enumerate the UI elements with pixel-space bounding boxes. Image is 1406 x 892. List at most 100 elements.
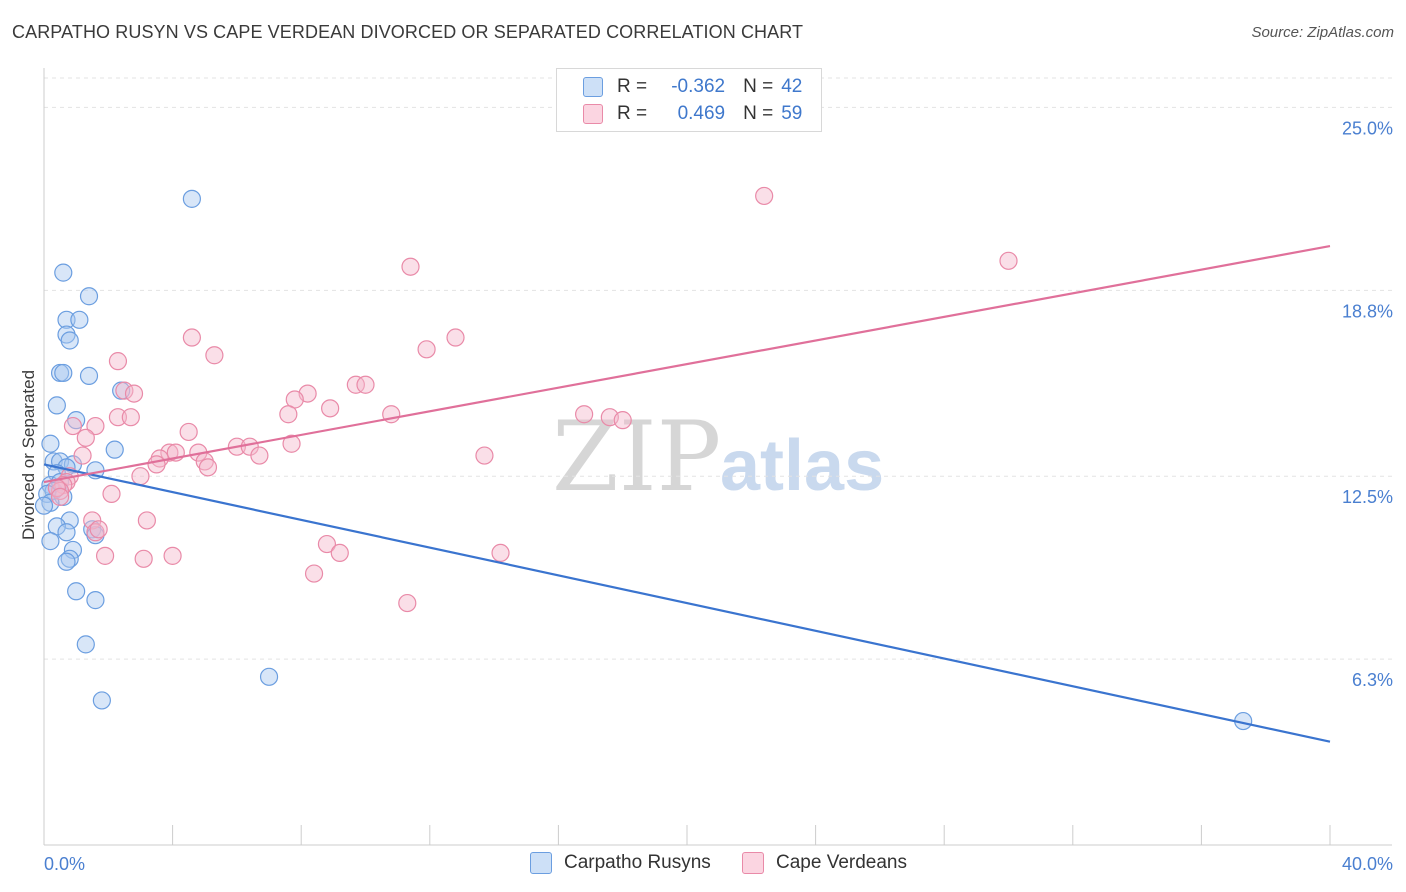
carpatho-rusyn-point <box>57 552 76 571</box>
legend-swatch-pink <box>583 104 603 124</box>
cape-verdean-point <box>282 434 301 453</box>
legend-r-value: 0.469 <box>677 103 726 124</box>
cape-verdean-point <box>475 446 494 465</box>
cape-verdean-point <box>317 534 337 554</box>
cape-verdean-point <box>346 375 365 394</box>
carpatho-rusyn-point <box>47 396 66 415</box>
cape-verdean-point <box>95 546 115 565</box>
cape-verdean-point <box>124 384 144 403</box>
cape-verdean-point <box>250 446 269 465</box>
cape-verdean-point <box>304 564 324 583</box>
legend-n-label: N = <box>743 103 774 124</box>
cape-verdean-point <box>755 186 774 206</box>
cape-verdean-point <box>134 549 153 568</box>
cape-verdean-point <box>102 484 121 504</box>
cape-verdean-point <box>160 443 179 462</box>
cape-verdean-point <box>108 408 128 427</box>
carpatho-rusyn-trend-line <box>43 463 1331 743</box>
carpatho-rusyn-point <box>79 366 99 385</box>
carpatho-rusyn-point <box>57 523 76 542</box>
x-tick-label: 0.0% <box>44 854 85 874</box>
carpatho-rusyn-point <box>70 310 89 329</box>
carpatho-rusyn-point <box>79 287 99 306</box>
source-label: Source: ZipAtlas.com <box>1251 24 1394 41</box>
cape-verdean-point <box>86 416 105 436</box>
cape-verdean-point <box>491 543 510 563</box>
chart-title: CARPATHO RUSYN VS CAPE VERDEAN DIVORCED … <box>12 22 804 42</box>
cape-verdean-point <box>321 399 340 418</box>
legend-n-value: 42 <box>781 76 803 97</box>
cape-verdean-point <box>575 405 594 424</box>
cape-verdean-point <box>121 408 140 427</box>
cape-verdean-point <box>182 328 201 347</box>
carpatho-rusyn-point <box>34 496 54 515</box>
legend-item-label: Carpatho Rusyns <box>564 852 711 873</box>
cape-verdean-point <box>63 416 83 436</box>
cape-verdean-point <box>50 487 70 506</box>
cape-verdean-point <box>89 520 108 539</box>
grid-lines <box>44 77 1392 660</box>
cape-verdean-point <box>86 523 105 542</box>
carpatho-rusyn-point <box>259 667 279 686</box>
legend-r-label: R = <box>617 76 648 97</box>
cape-verdean-point <box>147 455 166 474</box>
cape-verdean-point <box>205 346 224 365</box>
legend-swatch-blue <box>583 77 603 97</box>
y-tick-label: 6.3% <box>1352 670 1393 690</box>
y-tick-label: 18.8% <box>1342 301 1393 321</box>
legend-item-cape-verdeans[interactable]: Cape Verdeans <box>742 852 907 874</box>
legend-swatch-pink <box>742 852 764 874</box>
cape-verdean-point <box>398 593 417 613</box>
carpatho-rusyn-point <box>54 363 73 383</box>
cape-verdean-point <box>76 428 95 447</box>
tick-labels: 6.3% 12.5% 18.8% 25.0% 0.0% 40.0% <box>44 118 1393 874</box>
x-tick-label: 40.0% <box>1342 854 1393 874</box>
carpatho-rusyn-point <box>57 310 76 329</box>
cape-verdean-point <box>330 543 349 563</box>
axes <box>43 68 1392 846</box>
cape-verdean-point <box>137 511 156 530</box>
legend-row-carpatho-rusyns: R = -0.362 N = 42 <box>583 74 802 100</box>
cape-verdean-point <box>198 458 218 477</box>
y-tick-label: 12.5% <box>1342 487 1393 507</box>
carpatho-rusyn-point <box>41 532 60 551</box>
legend-r-value: -0.362 <box>671 76 726 97</box>
carpatho-rusyn-point <box>105 440 124 459</box>
y-tick-label: 25.0% <box>1342 118 1393 138</box>
cape-verdean-point <box>131 467 150 486</box>
carpatho-rusyn-point <box>76 635 95 654</box>
carpatho-rusyn-point <box>67 582 86 601</box>
cape-verdean-trend-line <box>43 244 1331 484</box>
carpatho-rusyn-point <box>92 691 111 710</box>
cape-verdean-point <box>73 446 92 465</box>
legend-n-label: N = <box>743 76 774 97</box>
carpatho-rusyn-point <box>54 263 73 282</box>
legend-r-label: R = <box>617 103 648 124</box>
cape-verdean-point <box>108 352 128 371</box>
y-axis-label: Divorced or Separated <box>19 370 38 540</box>
cape-verdean-point <box>401 257 420 276</box>
series-legend: Carpatho Rusyns Cape Verdeans <box>0 852 1406 878</box>
carpatho-rusyn-point <box>86 591 105 610</box>
legend-n-value: 59 <box>781 103 803 124</box>
cape-verdean-point <box>279 405 298 424</box>
legend-row-cape-verdeans: R = 0.469 N = 59 <box>583 101 802 127</box>
cape-verdean-point <box>446 328 465 347</box>
carpatho-rusyn-point <box>41 434 60 453</box>
watermark: ZIP atlas <box>552 401 884 513</box>
stats-legend: R = -0.362 N = 42 R = 0.469 N = 59 <box>556 68 822 132</box>
trend-lines <box>43 244 1331 743</box>
watermark-zip: ZIP <box>552 401 721 513</box>
cape-verdean-point <box>999 251 1018 270</box>
cape-verdean-point <box>163 546 182 565</box>
carpatho-rusyn-point <box>182 189 201 208</box>
legend-swatch-blue <box>530 852 552 874</box>
watermark-atlas: atlas <box>720 426 884 506</box>
carpatho-rusyn-point <box>60 549 79 568</box>
cape-verdean-point <box>356 375 375 394</box>
legend-item-carpatho-rusyns[interactable]: Carpatho Rusyns <box>530 852 711 874</box>
carpatho-rusyn-point <box>60 331 79 350</box>
cape-verdean-point <box>50 481 70 501</box>
legend-item-label: Cape Verdeans <box>776 852 907 873</box>
